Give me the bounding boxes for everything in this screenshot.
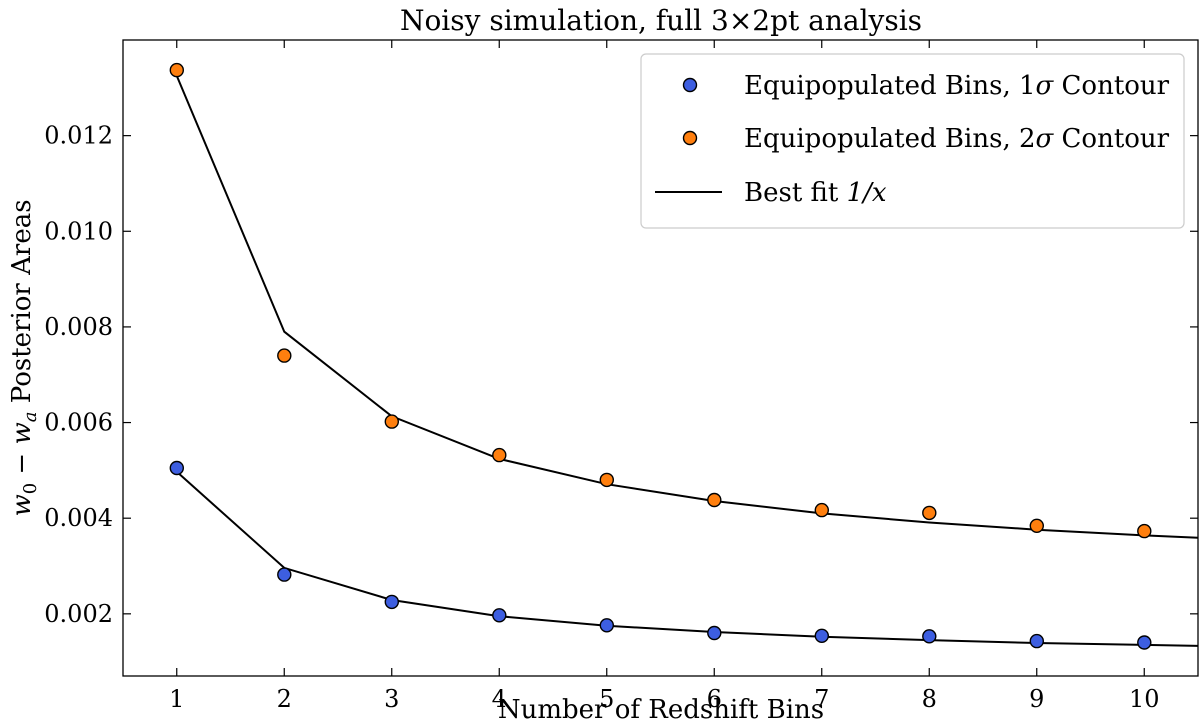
y-label-rest: Posterior Areas (7, 199, 37, 411)
y-tick-label-4: 0.010 (44, 217, 113, 245)
y-tick-label-0: 0.002 (44, 600, 113, 628)
x-tick-label-3: 3 (384, 685, 399, 713)
legend-label-2sigma: Equipopulated Bins, 2σ Contour (744, 124, 1170, 154)
point-series2-5 (599, 472, 614, 488)
point-series1-7 (814, 628, 829, 643)
y-label-wa-sub: a (20, 412, 41, 423)
y-tick-label-5: 0.012 (44, 122, 113, 150)
point-series1-8 (922, 629, 937, 644)
point-series1-4 (492, 608, 507, 623)
y-tick-label-1: 0.004 (44, 504, 113, 532)
axis-ticks: 1 2 3 4 5 6 7 8 9 10 0.002 0.004 0.006 0.008 0.010 0.01… (44, 40, 1198, 713)
point-series2-3 (384, 414, 399, 429)
y-tick-label-2: 0.006 (44, 409, 113, 437)
y-label-minus: − (7, 445, 37, 483)
point-series1-6 (707, 625, 722, 641)
y-axis-label: w0 − wa Posterior Areas (7, 199, 41, 516)
x-tick-label-2: 2 (277, 685, 292, 713)
point-series1-5 (599, 618, 614, 633)
point-series2-8 (922, 505, 937, 521)
x-tick-label-9: 9 (1029, 685, 1044, 713)
legend: Equipopulated Bins, 1σ Contour Equipopul… (640, 53, 1185, 229)
legend-marker-2sigma (682, 130, 698, 146)
x-tick-label-10: 10 (1129, 685, 1160, 713)
x-tick-label-7: 7 (814, 685, 829, 713)
point-series2-4 (492, 447, 507, 463)
y-label-w0: w (7, 494, 37, 516)
point-series1-3 (384, 594, 399, 610)
data-points (169, 62, 1152, 650)
point-series1-10 (1137, 635, 1152, 650)
y-tick-label-3: 0.008 (44, 313, 113, 341)
x-tick-label-6: 6 (707, 685, 722, 713)
legend-label-fit: Best fit 1/x (744, 178, 887, 208)
point-series1-9 (1029, 633, 1045, 649)
point-series2-1 (169, 62, 185, 78)
x-tick-label-8: 8 (922, 685, 937, 713)
x-tick-label-5: 5 (599, 685, 614, 713)
legend-box (640, 53, 1185, 229)
x-tick-label-4: 4 (492, 685, 507, 713)
point-series2-2 (277, 348, 292, 363)
chart-title: Noisy simulation, full 3×2pt analysis (400, 4, 922, 37)
point-series2-6 (707, 492, 722, 508)
plot-frame (122, 39, 1199, 677)
point-series2-7 (814, 502, 829, 518)
point-series2-10 (1137, 523, 1152, 539)
y-label-wa: w (7, 422, 37, 444)
y-label-w0-sub: 0 (20, 483, 41, 494)
legend-marker-1sigma (682, 77, 698, 93)
point-series2-9 (1029, 518, 1045, 533)
x-tick-label-1: 1 (169, 685, 184, 713)
point-series1-1 (169, 460, 185, 476)
fit-line-1 (176, 471, 1199, 647)
x-axis-label: Number of Redshift Bins (498, 695, 824, 721)
point-series1-2 (277, 567, 292, 582)
legend-label-1sigma: Equipopulated Bins, 1σ Contour (744, 71, 1170, 101)
